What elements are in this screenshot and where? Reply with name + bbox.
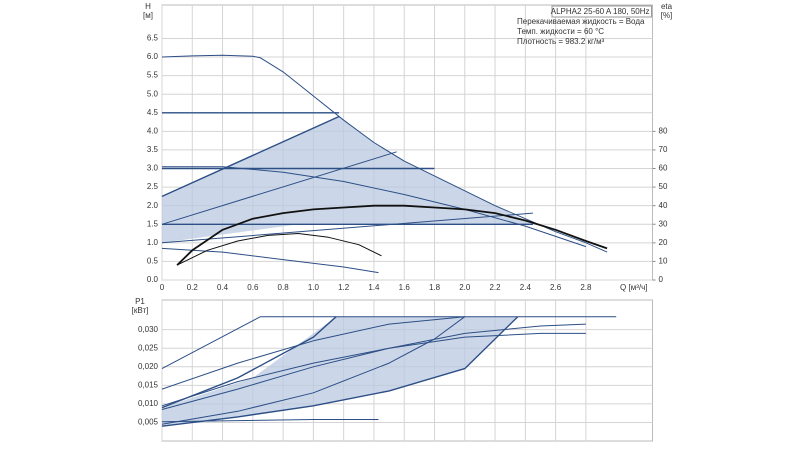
curve — [161, 316, 617, 370]
curve — [161, 332, 586, 407]
annotation-title: ALPHA2 25-60 A 180, 50Hz — [551, 7, 650, 16]
y-axis-unit: [кВт] — [132, 306, 149, 315]
x-tick-label: 2.0 — [459, 283, 471, 292]
curve — [176, 233, 382, 266]
y2-tick-label: 20 — [659, 238, 668, 247]
y-tick-label: 4.0 — [147, 126, 159, 135]
curve — [161, 316, 466, 425]
shaded-area — [162, 116, 533, 243]
y-tick-label: 1.5 — [147, 219, 159, 228]
y-tick-label: 2.0 — [147, 201, 159, 210]
y2-tick-label: 10 — [659, 257, 668, 266]
x-tick-label: 0.4 — [217, 283, 229, 292]
y-tick-label: 0,030 — [138, 325, 159, 334]
x-tick-label: 2.4 — [520, 283, 532, 292]
y-tick-label: 0.0 — [147, 275, 159, 284]
x-tick-label: 1.4 — [368, 283, 380, 292]
y-tick-label: 0,015 — [138, 380, 159, 389]
y2-axis-unit: [%] — [661, 11, 673, 20]
y2-tick-label: 40 — [659, 201, 668, 210]
x-tick-label: 1.6 — [399, 283, 411, 292]
y-tick-label: 3.0 — [147, 164, 159, 173]
y-tick-label: 6.5 — [147, 34, 159, 43]
y2-tick-label: 30 — [659, 219, 668, 228]
y-tick-label: 0,005 — [138, 418, 159, 427]
curve — [161, 316, 337, 409]
curve — [161, 316, 465, 390]
annotation-box — [551, 5, 652, 18]
y-tick-label: 1.0 — [147, 238, 159, 247]
y-axis-unit: [м] — [143, 11, 153, 20]
x-tick-label: 0 — [160, 283, 165, 292]
shaded-area — [162, 316, 518, 427]
x-tick-label: 2.6 — [550, 283, 562, 292]
x-tick-label: 0.6 — [247, 283, 259, 292]
curve — [161, 316, 519, 427]
x-tick-label: 1.2 — [338, 283, 350, 292]
curve — [161, 419, 379, 423]
y-axis-label: P1 — [135, 297, 145, 306]
y-tick-label: 0,010 — [138, 399, 159, 408]
x-tick-label: 2.8 — [580, 283, 592, 292]
y-tick-label: 3.5 — [147, 145, 159, 154]
y-tick-label: 0.5 — [147, 257, 159, 266]
x-tick-label: 0.8 — [278, 283, 290, 292]
y2-tick-label: 80 — [659, 126, 668, 135]
curve — [161, 247, 379, 274]
x-tick-label: 0.2 — [187, 283, 199, 292]
y2-tick-label: 60 — [659, 164, 668, 173]
x-tick-label: 1.8 — [429, 283, 441, 292]
x-tick-label: 1.0 — [308, 283, 320, 292]
y2-axis-label: eta — [661, 2, 673, 11]
annotation: Плотность = 983.2 кг/м³ — [517, 37, 605, 46]
y-axis-label: H — [145, 2, 151, 11]
curve — [176, 204, 608, 266]
y2-tick-label: 0 — [659, 275, 664, 284]
x-axis-label: Q [м³/ч] — [620, 283, 647, 292]
curve — [162, 166, 587, 248]
y-tick-label: 5.0 — [147, 89, 159, 98]
curve — [161, 115, 340, 198]
y-tick-label: 2.5 — [147, 182, 159, 191]
curve — [161, 151, 397, 225]
annotation: Темп. жидкости = 60 °C — [517, 27, 604, 36]
y2-tick-label: 50 — [659, 182, 668, 191]
y-tick-label: 0,025 — [138, 343, 159, 352]
curve — [161, 212, 533, 244]
annotation: Перекачиваемая жидкость = Вода — [517, 17, 645, 26]
plot-area — [161, 4, 653, 281]
y-tick-label: 4.5 — [147, 108, 159, 117]
x-tick-label: 2.2 — [489, 283, 501, 292]
y2-tick-label: 70 — [659, 145, 668, 154]
y-tick-label: 6.0 — [147, 52, 159, 61]
y-tick-label: 0,020 — [138, 362, 159, 371]
y-tick-label: 5.5 — [147, 71, 159, 80]
